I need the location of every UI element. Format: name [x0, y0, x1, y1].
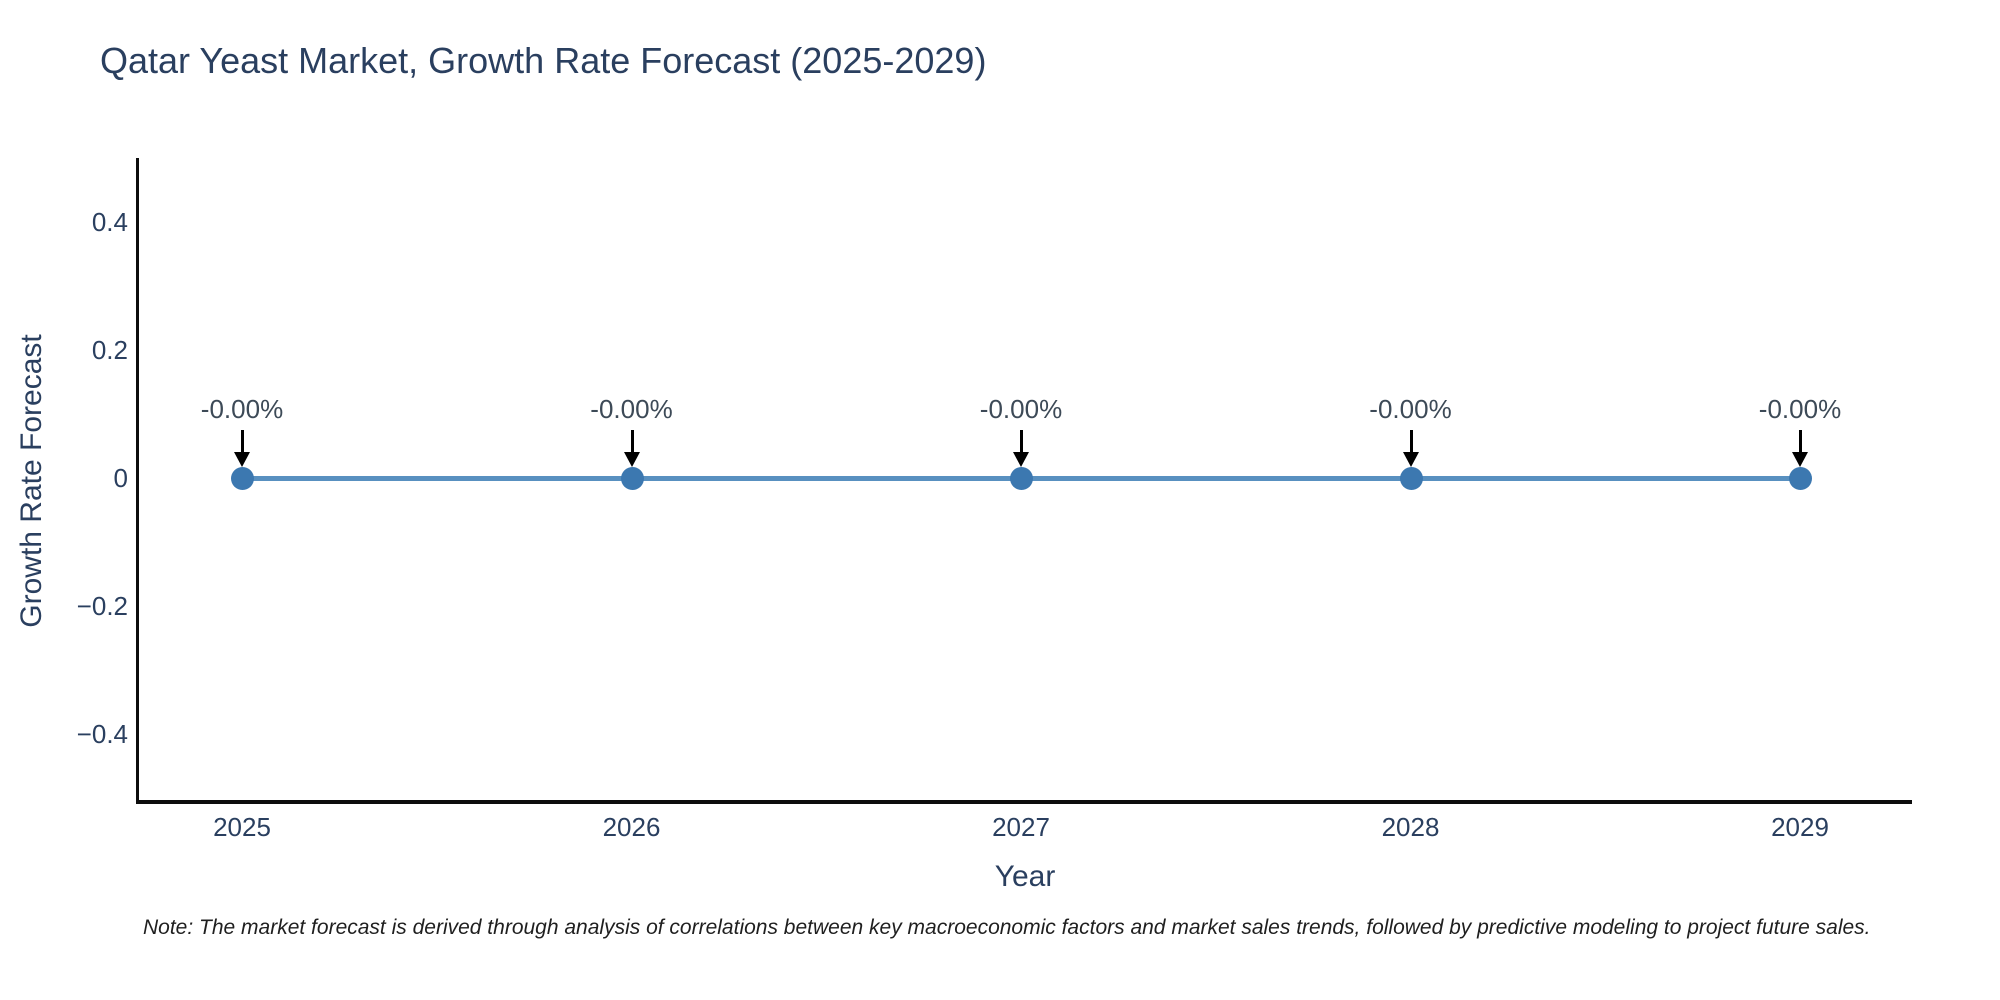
x-tick-label: 2027: [992, 812, 1050, 842]
annotation-arrowhead-icon: [1013, 452, 1029, 467]
y-tick-label: −0.2: [76, 591, 128, 621]
x-axis-title: Year: [994, 860, 1056, 893]
x-tick-label: 2028: [1381, 812, 1440, 842]
annotation-arrow-stem: [1020, 430, 1023, 453]
point-annotation-label: -0.00%: [1369, 394, 1452, 424]
annotation-arrow-stem: [241, 430, 244, 453]
x-tick-label: 2026: [602, 812, 661, 842]
data-point-marker: [1789, 467, 1812, 490]
data-point-marker: [620, 467, 644, 490]
point-annotation-label: -0.00%: [979, 394, 1063, 424]
annotation-arrowhead-icon: [623, 452, 640, 467]
point-annotation-label: -0.00%: [1758, 394, 1842, 424]
annotation-arrowhead-icon: [234, 452, 250, 467]
annotation-arrow-stem: [630, 430, 634, 453]
x-axis-line: [136, 800, 1912, 804]
y-tick-label: 0.4: [91, 207, 128, 237]
point-annotation-label: -0.00%: [200, 394, 284, 424]
chart-note: Note: The market forecast is derived thr…: [143, 916, 1871, 939]
chart-title: Qatar Yeast Market, Growth Rate Forecast…: [100, 40, 987, 81]
y-tick-label: 0: [113, 463, 128, 493]
annotation-arrow-stem: [1409, 430, 1413, 453]
y-tick-label: 0.2: [91, 335, 128, 365]
annotation-arrowhead-icon: [1402, 452, 1419, 467]
y-axis-line: [136, 158, 139, 804]
data-point-marker: [1399, 467, 1423, 490]
annotation-arrow-stem: [1799, 430, 1802, 453]
x-tick-label: 2029: [1771, 812, 1829, 842]
point-annotation-label: -0.00%: [590, 394, 673, 424]
y-tick-label: −0.4: [76, 719, 128, 749]
data-point-marker: [1010, 467, 1033, 490]
annotation-arrowhead-icon: [1792, 452, 1808, 467]
data-point-marker: [231, 467, 254, 490]
x-tick-label: 2025: [213, 812, 271, 842]
